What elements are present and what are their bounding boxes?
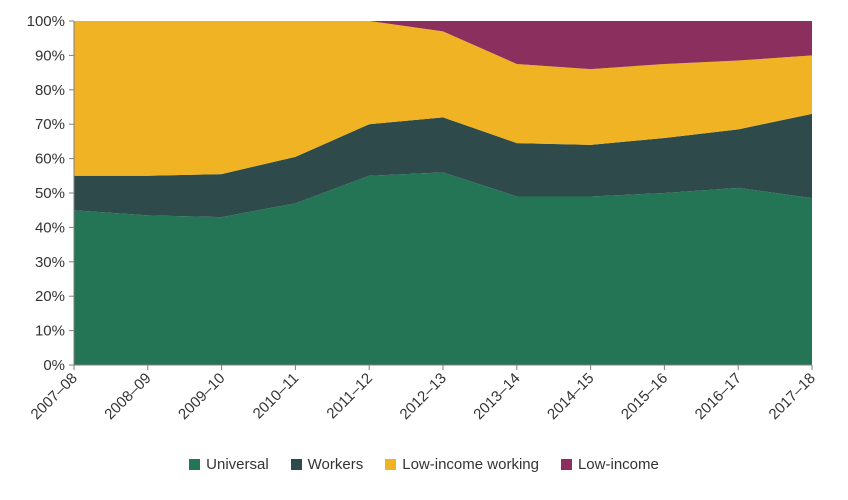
x-tick-label: 2016–17 xyxy=(692,370,745,423)
y-tick-label: 30% xyxy=(35,254,65,271)
legend-swatch xyxy=(385,459,397,470)
x-tick-label: 2007–08 xyxy=(28,370,81,423)
y-tick-label: 0% xyxy=(43,357,65,374)
legend-swatch xyxy=(560,459,572,470)
y-tick-label: 50% xyxy=(35,185,65,202)
legend-swatch xyxy=(290,459,302,470)
y-tick-label: 10% xyxy=(35,323,65,340)
x-tick-label: 2010–11 xyxy=(250,370,303,423)
y-tick-label: 70% xyxy=(35,116,65,133)
legend-label: Low-income xyxy=(577,456,659,473)
y-tick-label: 80% xyxy=(35,82,65,99)
legend-item-workers: Workers xyxy=(290,456,364,473)
y-tick-label: 90% xyxy=(35,47,65,64)
x-tick-label: 2012–13 xyxy=(397,370,450,423)
series-area-low-income-working xyxy=(74,21,812,176)
legend-label: Universal xyxy=(206,456,269,473)
legend-item-low-income-working: Low-income working xyxy=(385,456,539,473)
x-tick-label: 2013–14 xyxy=(470,370,523,423)
legend-label: Low-income working xyxy=(402,456,539,473)
x-tick-label: 2008–09 xyxy=(101,370,154,423)
chart-legend: Universal Workers Low-income working Low-in… xyxy=(0,456,848,473)
x-tick-label: 2009–10 xyxy=(175,370,228,423)
series-area-universal xyxy=(74,172,812,365)
legend-item-universal: Universal xyxy=(189,456,269,473)
legend-swatch xyxy=(189,459,201,470)
x-tick-label: 2017–18 xyxy=(766,370,819,423)
y-tick-label: 20% xyxy=(35,288,65,305)
legend-item-low-income: Low-income xyxy=(560,456,659,473)
series-area-workers xyxy=(74,113,812,218)
series-area-low-income xyxy=(74,21,812,70)
x-tick-label: 2011–12 xyxy=(323,370,376,423)
x-tick-label: 2015–16 xyxy=(618,370,671,423)
y-tick-label: 100% xyxy=(27,13,65,30)
y-tick-label: 40% xyxy=(35,219,65,236)
legend-label: Workers xyxy=(307,456,364,473)
y-tick-label: 60% xyxy=(35,151,65,168)
x-tick-label: 2014–15 xyxy=(544,370,597,423)
